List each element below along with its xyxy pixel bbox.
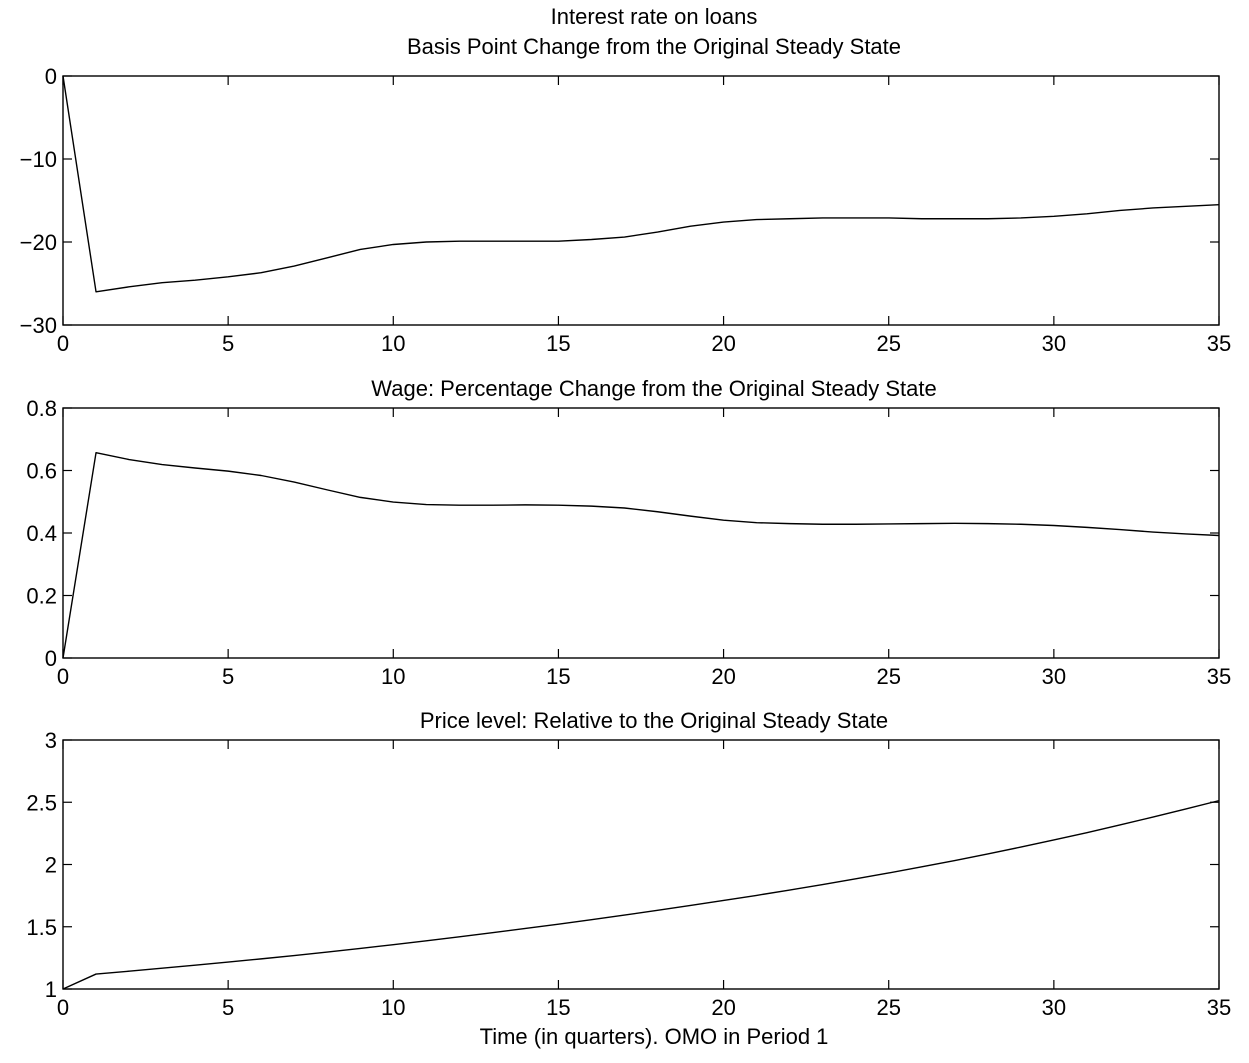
y-tick-label: 3 (45, 728, 57, 753)
x-tick-label: 25 (876, 995, 900, 1020)
x-tick-label: 30 (1042, 664, 1066, 689)
x-tick-label: 20 (711, 995, 735, 1020)
chart-title: Wage: Percentage Change from the Origina… (371, 376, 936, 401)
y-tick-label: −30 (20, 313, 57, 338)
series-line (62, 799, 1220, 990)
y-tick-label: 0.6 (26, 459, 57, 484)
series-line (62, 451, 1220, 659)
y-tick-label: −10 (20, 147, 57, 172)
y-tick-label: 1 (45, 977, 57, 1002)
chart-subtitle: Basis Point Change from the Original Ste… (407, 34, 901, 59)
x-tick-label: 0 (57, 664, 69, 689)
y-tick-label: 0.2 (26, 584, 57, 609)
x-tick-label: 25 (876, 664, 900, 689)
x-tick-label: 35 (1207, 331, 1231, 356)
x-tick-label: 10 (381, 995, 405, 1020)
y-tick-label: 2.5 (26, 790, 57, 815)
x-tick-label: 5 (222, 995, 234, 1020)
x-tick-label: 20 (711, 331, 735, 356)
x-tick-label: 15 (546, 331, 570, 356)
x-tick-label: 30 (1042, 331, 1066, 356)
y-tick-label: 0 (45, 64, 57, 89)
x-tick-label: 0 (57, 995, 69, 1020)
panel-1: Interest rate on loans Basis Point Change… (20, 4, 1232, 356)
x-tick-label: 5 (222, 664, 234, 689)
y-tick-label: 1.5 (26, 915, 57, 940)
x-tick-label: 5 (222, 331, 234, 356)
y-tick-label: 0.4 (26, 521, 57, 546)
x-tick-label: 15 (546, 664, 570, 689)
x-tick-label: 10 (381, 664, 405, 689)
y-tick-label: 0 (45, 646, 57, 671)
y-tick-label: −20 (20, 230, 57, 255)
y-tick-label: 2 (45, 853, 57, 878)
x-tick-label: 20 (711, 664, 735, 689)
series-line (62, 75, 1220, 293)
x-tick-label: 0 (57, 331, 69, 356)
x-tick-label: 25 (876, 331, 900, 356)
x-tick-label: 30 (1042, 995, 1066, 1020)
chart-title: Interest rate on loans (551, 4, 758, 29)
axes-box (62, 407, 1220, 659)
x-tick-label: 35 (1207, 664, 1231, 689)
x-tick-label: 15 (546, 995, 570, 1020)
x-tick-label: 10 (381, 331, 405, 356)
axes-box (62, 739, 1220, 990)
chart-title: Price level: Relative to the Original St… (420, 708, 888, 733)
x-tick-label: 35 (1207, 995, 1231, 1020)
x-axis-label: Time (in quarters). OMO in Period 1 (480, 1024, 829, 1049)
axes-box (62, 75, 1220, 326)
y-tick-label: 0.8 (26, 396, 57, 421)
panel-3: Price level: Relative to the Original St… (26, 708, 1231, 1049)
panel-2: Wage: Percentage Change from the Origina… (26, 376, 1231, 689)
